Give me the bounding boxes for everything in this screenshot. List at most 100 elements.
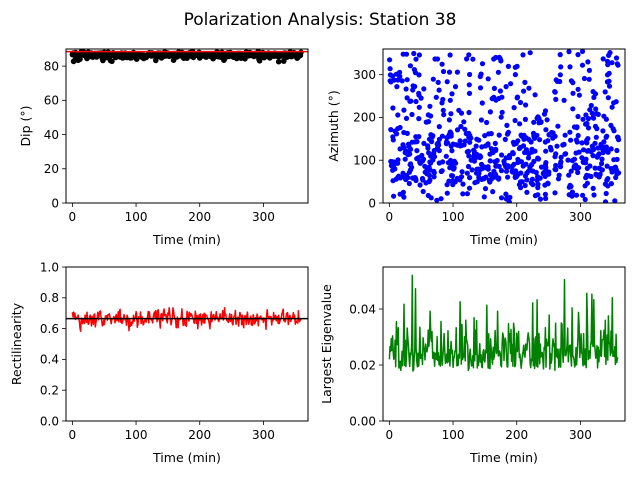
azimuth-point <box>395 112 401 118</box>
azimuth-point <box>498 114 504 120</box>
azimuth-point <box>518 170 524 176</box>
azimuth-point <box>435 79 441 85</box>
dip-ytick-label: 0 <box>51 196 59 210</box>
azimuth-point <box>520 52 526 58</box>
azimuth-point <box>454 127 461 133</box>
azimuth-point <box>467 139 473 145</box>
azimuth-point <box>401 107 407 113</box>
azimuth-point <box>436 142 442 148</box>
azimuth-point <box>544 117 550 123</box>
azimuth-point <box>446 117 452 123</box>
azimuth-point <box>614 156 620 162</box>
azimuth-point <box>492 140 498 146</box>
azimuth-point <box>575 132 581 139</box>
azimuth-point <box>478 117 484 123</box>
azimuth-point <box>458 174 465 180</box>
azimuth-point <box>511 105 517 111</box>
dip-ytick-label: 80 <box>44 59 59 73</box>
azimuth-point <box>561 97 567 103</box>
azimuth-point <box>421 140 427 146</box>
azimuth-point <box>439 168 445 174</box>
azimuth-point <box>412 70 418 76</box>
azimuth-point <box>447 52 453 58</box>
azimuth-point <box>604 133 610 139</box>
rectilinearity-series-line <box>71 306 302 332</box>
azimuth-point <box>389 73 396 79</box>
azimuth-point <box>503 191 509 197</box>
azimuth-point <box>552 89 558 95</box>
azimuth-point <box>605 95 611 101</box>
azimuth-point <box>436 148 442 154</box>
azimuth-point <box>393 71 399 77</box>
dip-axes-frame <box>65 48 309 204</box>
azimuth-point <box>602 199 609 203</box>
azimuth-point <box>485 166 491 172</box>
azimuth-point <box>556 172 562 178</box>
azimuth-point <box>498 195 505 201</box>
azimuth-point <box>557 164 564 170</box>
azimuth-point <box>575 113 581 120</box>
azimuth-point <box>459 142 465 148</box>
dip-panel: 0 100 200 300 0 20 40 60 80 Time (min) Dip (°) <box>18 48 309 247</box>
rectilinearity-xlabel: Time (min) <box>152 450 221 465</box>
azimuth-point <box>417 182 423 188</box>
rectilinearity-ytick-label: 1.0 <box>40 260 59 274</box>
azimuth-point <box>567 129 573 135</box>
azimuth-point <box>552 190 558 196</box>
azimuth-point <box>562 151 568 157</box>
azimuth-point <box>537 196 544 202</box>
azimuth-point <box>420 188 426 195</box>
azimuth-point <box>613 99 619 105</box>
azimuth-point <box>468 135 474 141</box>
azimuth-point <box>466 185 473 191</box>
azimuth-point <box>520 143 527 149</box>
azimuth-point <box>529 149 535 155</box>
azimuth-point <box>558 64 564 70</box>
azimuth-point <box>448 143 454 149</box>
azimuth-point <box>538 119 544 125</box>
azimuth-point <box>579 62 586 68</box>
azimuth-point <box>466 82 472 88</box>
azimuth-point <box>433 94 439 100</box>
azimuth-point <box>448 131 454 137</box>
azimuth-point <box>466 130 472 136</box>
azimuth-point <box>534 115 540 121</box>
azimuth-point <box>597 144 603 151</box>
azimuth-point <box>505 174 511 180</box>
rectilinearity-ylabel: Rectilinearity <box>9 302 24 385</box>
azimuth-point <box>522 116 529 122</box>
azimuth-point <box>533 169 539 176</box>
azimuth-point <box>470 56 476 62</box>
azimuth-point <box>574 124 580 130</box>
azimuth-point <box>390 178 396 184</box>
azimuth-point <box>581 158 587 164</box>
azimuth-point <box>532 92 538 98</box>
azimuth-point <box>495 69 501 75</box>
azimuth-point <box>449 148 455 154</box>
azimuth-point <box>562 132 568 138</box>
azimuth-point <box>593 134 599 140</box>
azimuth-point <box>505 63 511 69</box>
azimuth-point <box>584 140 590 146</box>
azimuth-point <box>570 106 576 112</box>
azimuth-point <box>568 168 574 174</box>
azimuth-ytick-label: 100 <box>353 154 376 168</box>
azimuth-point <box>601 139 607 145</box>
azimuth-point <box>590 153 596 159</box>
azimuth-point <box>403 86 409 92</box>
azimuth-point <box>432 56 438 62</box>
azimuth-point <box>467 71 473 78</box>
azimuth-point <box>522 79 528 85</box>
azimuth-point <box>467 175 473 181</box>
azimuth-point <box>524 189 530 195</box>
azimuth-point <box>524 177 530 183</box>
azimuth-point <box>535 185 541 191</box>
azimuth-point <box>605 62 611 68</box>
azimuth-point <box>568 137 574 143</box>
azimuth-point <box>597 165 603 171</box>
azimuth-point <box>477 85 484 91</box>
rectilinearity-axes-frame <box>65 266 309 422</box>
azimuth-point <box>537 137 543 143</box>
azimuth-point <box>552 133 558 139</box>
